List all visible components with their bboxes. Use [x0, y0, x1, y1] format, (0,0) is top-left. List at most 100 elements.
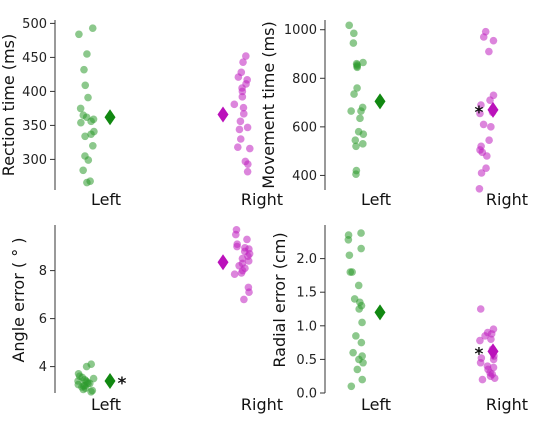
data-point: [353, 84, 361, 92]
data-point: [87, 117, 95, 126]
x-category-label: Left: [91, 395, 121, 414]
data-point: [80, 65, 88, 74]
data-point: [244, 160, 252, 168]
data-point: [482, 164, 490, 172]
mean-marker: [217, 106, 229, 123]
mean-marker: [104, 373, 116, 389]
y-tick-label: 350: [22, 119, 47, 134]
data-point: [243, 235, 251, 244]
chart-panel-1: 300 350 400 450 500 Rection time (ms) Left Righ…: [0, 17, 283, 209]
y-tick-label: 300: [22, 153, 47, 168]
data-point: [87, 388, 95, 396]
y-tick-label: 4: [39, 360, 47, 375]
data-point: [359, 58, 367, 67]
data-point: [476, 109, 484, 118]
mean-marker: [374, 93, 386, 110]
data-point: [235, 125, 244, 134]
data-point: [77, 118, 85, 127]
data-point: [356, 114, 364, 123]
y-axis-label: Radial error (cm): [270, 232, 289, 367]
data-point: [483, 152, 491, 160]
data-point: [358, 375, 367, 384]
data-point: [89, 142, 97, 150]
data-point: [83, 178, 91, 187]
data-point: [84, 156, 93, 164]
y-tick-label: 1.0: [296, 319, 317, 334]
data-point: [351, 136, 360, 145]
y-axis-label: Angle error ( ° ): [9, 237, 28, 362]
x-category-label: Right: [486, 395, 528, 414]
data-point: [347, 382, 356, 391]
data-point: [479, 120, 488, 129]
x-category-label: Right: [241, 395, 283, 414]
significance-star: *: [475, 344, 484, 364]
data-point: [88, 24, 97, 32]
data-point: [82, 362, 91, 371]
data-point: [87, 130, 95, 139]
y-tick-label: 0.5: [296, 353, 317, 368]
chart-panel-3: 4 6 8 Angle error ( ° ) Left Right *: [9, 225, 283, 414]
data-point: [478, 375, 487, 384]
data-point: [350, 29, 358, 38]
y-tick-label: 500: [22, 17, 47, 32]
data-point: [353, 63, 361, 72]
y-tick-label: 8: [39, 264, 47, 279]
y-tick-label: 6: [39, 312, 47, 327]
data-point: [236, 135, 245, 143]
data-point: [245, 288, 253, 297]
data-point: [357, 244, 365, 253]
data-point: [240, 295, 248, 304]
y-tick-label: 1000: [284, 23, 317, 38]
significance-star: *: [118, 374, 127, 394]
data-point: [353, 365, 362, 374]
data-point: [81, 132, 89, 141]
data-point: [476, 305, 485, 313]
data-point: [243, 123, 252, 132]
y-tick-label: 400: [22, 85, 47, 100]
x-category-label: Left: [361, 395, 391, 414]
data-point: [487, 335, 495, 344]
y-tick-label: 1.5: [296, 286, 317, 301]
data-point: [83, 50, 91, 58]
data-point: [239, 103, 248, 112]
data-point: [75, 30, 83, 39]
data-point: [345, 251, 354, 260]
x-category-label: Left: [361, 190, 391, 209]
data-point: [352, 332, 360, 340]
data-point: [346, 268, 355, 276]
data-point: [239, 110, 248, 118]
data-point: [239, 58, 247, 66]
data-point: [238, 93, 247, 101]
data-point: [231, 230, 240, 239]
data-point: [359, 358, 367, 367]
data-point: [359, 140, 367, 148]
y-tick-label: 450: [22, 51, 47, 66]
data-point: [479, 33, 488, 41]
data-point: [475, 184, 484, 193]
mean-marker: [104, 109, 116, 126]
data-point: [350, 90, 358, 98]
mean-marker: [487, 101, 499, 118]
y-tick-label: 2.0: [296, 252, 317, 267]
x-category-label: Right: [486, 190, 528, 209]
chart-panel-2: 400 600 800 1000 Movement time (ms) Left Right…: [259, 20, 528, 209]
data-point: [79, 166, 87, 175]
data-point: [234, 73, 243, 81]
x-category-label: Right: [241, 190, 283, 209]
data-point: [347, 107, 355, 115]
data-point: [79, 385, 88, 394]
mean-marker: [487, 343, 499, 360]
data-point: [487, 123, 495, 131]
data-point: [245, 144, 254, 153]
data-point: [357, 229, 365, 237]
data-point: [485, 136, 493, 145]
data-point: [357, 338, 366, 347]
data-point: [76, 104, 85, 113]
data-point: [486, 96, 494, 104]
data-point: [230, 270, 239, 279]
data-point: [243, 167, 252, 176]
data-point: [485, 47, 493, 56]
data-point: [84, 93, 92, 102]
data-point: [233, 242, 241, 251]
data-point: [355, 305, 363, 313]
